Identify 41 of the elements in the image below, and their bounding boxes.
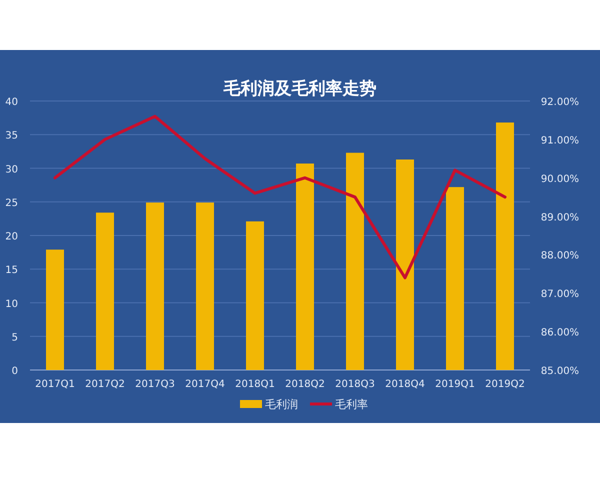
y2-tick-label: 92.00%: [540, 97, 580, 108]
y2-tick-label: 89.00%: [540, 212, 580, 224]
bar: [346, 152, 364, 370]
x-tick-label: 2018Q2: [285, 379, 325, 390]
bar: [46, 250, 64, 370]
y2-tick-label: 91.00%: [540, 135, 580, 146]
x-tick-label: 2019Q2: [485, 379, 525, 390]
bar: [296, 164, 314, 370]
bar: [96, 212, 114, 370]
y-tick-label: 20: [5, 232, 18, 242]
x-tick-label: 2019Q1: [435, 379, 475, 390]
bar: [396, 160, 414, 370]
y-tick-label: 35: [5, 130, 18, 142]
line-series: [54, 114, 506, 280]
y2-tick-label: 86.00%: [540, 328, 580, 339]
y-tick-label: 10: [5, 298, 18, 310]
x-tick-label: 2018Q1: [235, 379, 275, 390]
x-tick-label: 2017Q2: [85, 379, 125, 390]
y2-tick-label: 87.00%: [540, 289, 580, 300]
bar: [496, 122, 514, 370]
bar: [246, 221, 264, 370]
y-tick-label: 40: [5, 97, 18, 108]
y-tick-label: 0: [12, 366, 18, 377]
legend-label: 毛利润: [265, 398, 298, 411]
chart-title: 毛利润及毛利率走势: [222, 79, 376, 99]
y-tick-label: 25: [5, 198, 18, 209]
bar: [196, 202, 214, 370]
legend-label: 毛利率: [335, 398, 368, 411]
x-tick-label: 2017Q3: [135, 379, 175, 390]
y2-tick-label: 88.00%: [540, 250, 580, 262]
bar: [146, 202, 164, 370]
y-tick-label: 30: [5, 164, 18, 176]
x-tick-label: 2018Q3: [335, 379, 375, 390]
y-tick-label: 15: [5, 265, 18, 276]
x-tick-label: 2017Q4: [185, 379, 225, 390]
x-tick-label: 2018Q4: [385, 379, 425, 390]
y2-tick-label: 85.00%: [540, 366, 580, 377]
y2-tick-label: 90.00%: [540, 174, 580, 185]
x-tick-label: 2017Q1: [35, 379, 75, 390]
y-tick-label: 5: [12, 332, 18, 344]
bar: [446, 187, 464, 370]
